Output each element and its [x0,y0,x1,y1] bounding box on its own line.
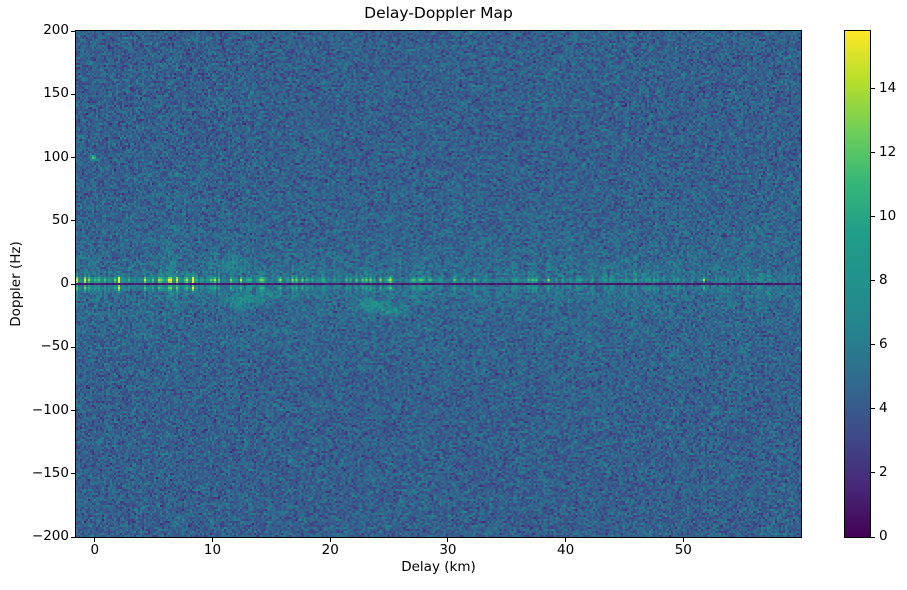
x-tick-mark [212,538,214,542]
y-tick-mark [71,410,75,411]
colorbar-tick-mark [871,408,875,410]
y-tick-label: 150 [43,85,69,102]
x-tick-mark [329,538,331,542]
y-tick-mark [71,346,75,348]
y-tick-label: 200 [43,22,69,38]
y-tick-mark [71,220,75,222]
x-tick-label: 30 [439,542,457,558]
y-tick-label: −100 [31,401,69,418]
y-tick-mark [71,283,75,285]
x-tick-label: 10 [203,542,222,558]
y-tick-mark [71,473,75,475]
x-tick-label: 40 [557,542,575,558]
colorbar-tick-label: 10 [879,207,897,224]
x-axis-label: Delay (km) [401,559,476,575]
x-tick-label: 50 [674,542,692,558]
x-tick-label: 20 [321,542,339,558]
y-tick-label: 100 [43,148,69,165]
y-tick-label: 50 [51,211,69,228]
colorbar-tick-label: 4 [879,399,888,416]
x-tick-mark [565,538,567,542]
heatmap-canvas [76,31,801,537]
y-tick-label: −200 [31,528,69,544]
colorbar-tick-label: 2 [879,463,888,480]
colorbar-tick-label: 12 [879,143,897,160]
colorbar-tick-label: 14 [879,79,897,96]
y-tick-mark [71,157,75,158]
y-tick-label: −50 [40,338,70,355]
y-tick-label: 0 [60,275,69,291]
y-tick-mark [71,30,75,32]
x-tick-mark [94,538,96,542]
colorbar-tick-mark [871,216,875,218]
colorbar-tick-label: 0 [879,528,888,544]
colorbar-tick-mark [871,88,875,90]
y-tick-mark [71,536,75,538]
x-tick-mark [682,538,684,542]
colorbar [844,30,871,538]
colorbar-tick-mark [871,344,875,346]
colorbar-tick-label: 6 [879,335,888,352]
colorbar-tick-label: 8 [879,271,888,288]
colorbar-gradient [845,31,870,537]
colorbar-tick-mark [871,152,875,154]
colorbar-tick-mark [871,472,875,474]
colorbar-tick-mark [871,280,875,282]
x-tick-mark [447,538,449,542]
chart-title: Delay-Doppler Map [364,4,513,22]
plot-area [75,30,802,538]
y-tick-label: −150 [31,464,69,481]
x-tick-label: 0 [90,542,100,558]
y-tick-mark [71,93,75,95]
colorbar-tick-mark [871,536,875,538]
